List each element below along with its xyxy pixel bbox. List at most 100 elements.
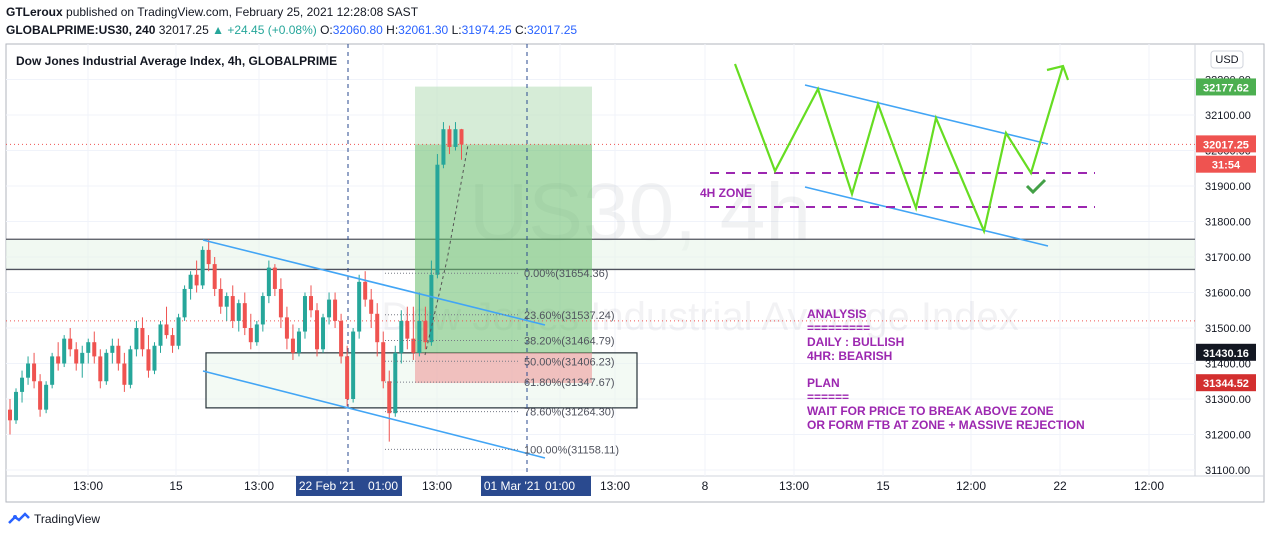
zone-label: 4H ZONE (700, 186, 752, 200)
analysis-line: 4HR: BEARISH (807, 349, 892, 363)
ohlc-header: GLOBALPRIME:US30, 240 32017.25 ▲ +24.45 … (6, 23, 578, 37)
candle-body (236, 303, 241, 321)
candle-body (284, 317, 289, 339)
x-tick-label: 13:00 (422, 479, 452, 493)
candle-body (62, 338, 67, 364)
candle-body (447, 129, 452, 147)
candle-body (80, 352, 85, 364)
x-tick-label: 15 (169, 479, 183, 493)
candle-body (206, 249, 211, 265)
projection-channel-lower (804, 186, 1049, 247)
x-tick-label: 13:00 (73, 479, 103, 493)
date-highlight (481, 476, 591, 496)
candle-body (309, 296, 313, 311)
candle-body (134, 328, 139, 350)
candle-body (38, 381, 43, 410)
time-axis[interactable]: 13:00 15 13:00 22 Feb '21 01:00 13:00 01 Mar '… (73, 476, 1164, 496)
candle-body (182, 288, 187, 318)
candle-body (194, 274, 199, 286)
publish-info: published on TradingView.com, February 2… (66, 5, 419, 19)
candle-body (32, 363, 37, 382)
y-tick-label: 31100.00 (1205, 465, 1250, 477)
annotations-layer: 4H ZONE ANALYSIS=========DAILY : BULLISH4… (700, 186, 1085, 432)
analysis-line: ANALYSIS (807, 307, 867, 321)
arrow-head-icon (1046, 64, 1070, 81)
fib-label: 0.00%(31654.36) (524, 268, 608, 280)
svg-text:USD: USD (1215, 54, 1238, 66)
candle-body (327, 299, 332, 318)
candle-body (224, 296, 229, 307)
last-price: 32017.25 (158, 23, 209, 37)
plan-line: ====== (807, 390, 849, 404)
analysis-line: ========= (807, 321, 870, 335)
candle-body (26, 363, 31, 378)
candle-body (8, 409, 12, 421)
y-tick-label: 31800.00 (1205, 217, 1251, 229)
currency-button[interactable]: USD (1210, 50, 1244, 69)
channel-lower (202, 370, 546, 459)
analysis-line: DAILY : BULLISH (807, 335, 904, 349)
price-tag-label: 31344.52 (1203, 378, 1249, 390)
candle-body (260, 296, 265, 325)
candle-body (230, 296, 235, 321)
candle-body (44, 384, 49, 410)
y-tick-label: 31900.00 (1205, 181, 1251, 193)
close-value: 32017.25 (526, 23, 578, 37)
candle-body (50, 356, 55, 385)
candle-body (375, 313, 380, 343)
candle-body (170, 335, 175, 346)
candle-body (188, 274, 193, 289)
high-value: 32061.30 (398, 23, 449, 37)
x-tick-label: 13:00 (244, 479, 274, 493)
candle-body (158, 324, 163, 346)
candle-body (369, 299, 374, 314)
x-tick-label: 12:00 (1134, 479, 1164, 493)
candle-body (20, 377, 25, 392)
x-tick-label: 15 (876, 479, 890, 493)
projection-arrow (424, 144, 469, 356)
tradingview-logo-icon (8, 512, 30, 524)
candle-body (176, 317, 181, 346)
checkmark-icon (1025, 178, 1047, 195)
candle-body (140, 328, 145, 350)
candle-body (266, 267, 271, 297)
price-axis[interactable]: 31100.00 31200.00 31300.00 31400.00 31500.00… (1205, 75, 1251, 478)
x-tick-label: 01:00 (545, 479, 575, 493)
candle-body (321, 317, 326, 350)
candle-body (14, 391, 19, 421)
candle-body (405, 320, 410, 339)
fib-label: 78.60%(31264.30) (524, 407, 615, 419)
chart-frame (5, 43, 1265, 503)
x-tick-label: 13:00 (779, 479, 809, 493)
candle-body (278, 288, 283, 318)
stop-zone (415, 352, 592, 384)
candle-body (128, 349, 133, 385)
candle-body (212, 264, 217, 289)
zigzag-projection (733, 63, 1065, 235)
candle-body (56, 356, 61, 364)
footer[interactable]: TradingView (8, 512, 100, 526)
candle-body (218, 288, 223, 307)
price-tag (1196, 78, 1256, 96)
candle-body (417, 320, 422, 353)
chart-title: Dow Jones Industrial Average Index, 4h, … (16, 54, 337, 68)
plan-line: OR FORM FTB AT ZONE + MASSIVE REJECTION (807, 418, 1085, 432)
candle-body (339, 320, 344, 357)
x-tick-label: 13:00 (600, 479, 630, 493)
candle-body (315, 310, 320, 350)
fib-label: 61.80%(31347.67) (524, 377, 615, 389)
candle-body (333, 299, 338, 321)
author-name[interactable]: GTLeroux (6, 5, 63, 19)
drawings-layer: 0.00%(31654.36) 23.60%(31537.24) 38.20%(31… (202, 63, 1095, 459)
candle-body (68, 338, 73, 350)
candle-body (459, 129, 464, 145)
fib-label: 38.20%(31464.79) (524, 335, 615, 347)
candle-body (345, 356, 350, 399)
candle-body (423, 320, 428, 343)
candle-body (435, 164, 440, 275)
candle-body (164, 324, 169, 336)
candle-body (254, 324, 259, 343)
price-labels: 32177.62 32017.25 31:54 31430.16 31344.52 (1196, 78, 1256, 392)
low-value: 31974.25 (461, 23, 512, 37)
